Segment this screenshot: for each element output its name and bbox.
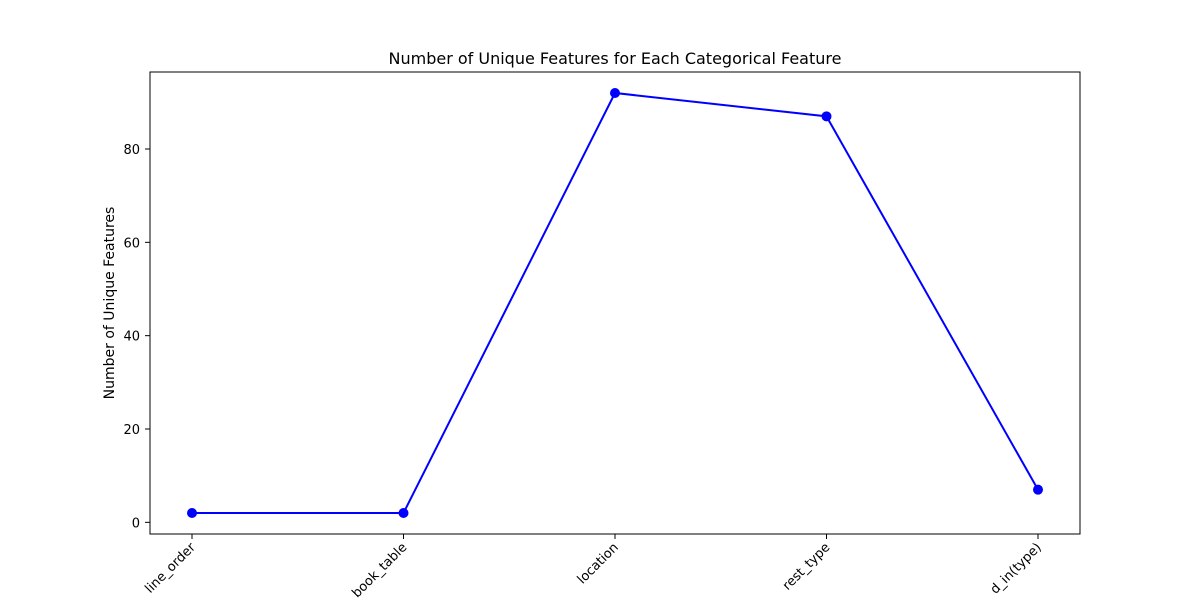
y-tick-label: 20 (123, 423, 140, 438)
y-tick-label: 0 (132, 516, 140, 531)
y-axis: 0 20 40 60 80 (123, 143, 150, 531)
y-tick-label: 40 (123, 330, 140, 345)
data-point (821, 111, 832, 122)
plot-frame (149, 71, 1081, 535)
plot-area (149, 71, 1081, 535)
x-tick-label: d_in(type) (988, 540, 1045, 597)
y-axis-label: Number of Unique Features (102, 207, 118, 400)
series-line-group (187, 88, 1043, 518)
x-tick-label: book_table (349, 540, 410, 600)
data-point (187, 508, 197, 518)
chart-title: Number of Unique Features for Each Categ… (389, 49, 842, 68)
data-point (398, 508, 409, 518)
data-point (610, 88, 620, 98)
x-tick-label: line_order (143, 540, 200, 597)
x-tick-label: rest_type (780, 540, 833, 593)
y-tick-label: 80 (123, 143, 140, 158)
series-line (192, 91, 1039, 514)
x-tick-label: location (575, 540, 622, 587)
data-point (1033, 484, 1043, 495)
x-axis: line_order book_table location rest_type d_i… (143, 534, 1045, 600)
y-tick-label: 60 (123, 236, 140, 251)
